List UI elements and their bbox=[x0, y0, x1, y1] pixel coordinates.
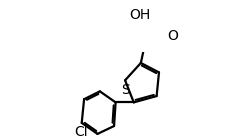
Text: S: S bbox=[121, 83, 130, 97]
Text: O: O bbox=[167, 29, 178, 43]
Text: OH: OH bbox=[130, 8, 151, 22]
Text: Cl: Cl bbox=[75, 125, 88, 139]
